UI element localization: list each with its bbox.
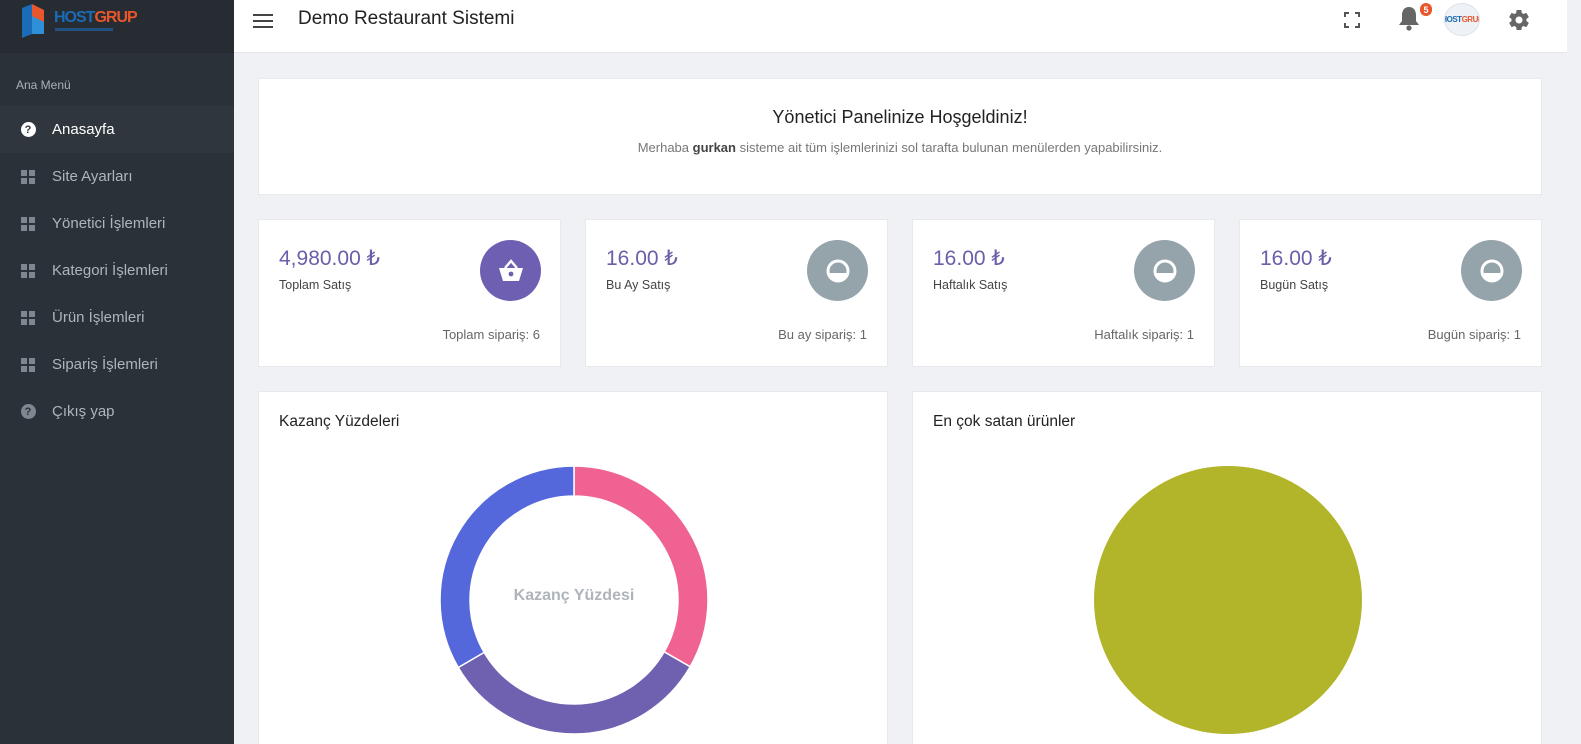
bell-icon[interactable] [1398, 5, 1420, 31]
question-circle-icon: ? [20, 122, 36, 138]
stat-label: Haftalık Satış [933, 278, 1008, 292]
stat-label: Bugün Satış [1260, 278, 1329, 292]
stat-amount: 16.00 ₺ [1260, 247, 1332, 270]
sidebar-item-label: Site Ayarları [52, 168, 133, 185]
top-products-slice-1[interactable] [1094, 465, 1362, 735]
stat-footer: Bu ay sipariş: 1 [778, 327, 867, 342]
stat-label: Toplam Satış [279, 278, 352, 292]
sidebar-item-kategori-islemleri[interactable]: Kategori İşlemleri [0, 247, 234, 294]
stat-amount: 4,980.00 ₺ [279, 247, 380, 270]
dashboard-grid-icon [20, 263, 36, 279]
sidebar-item-siparis-islemleri[interactable]: Sipariş İşlemleri [0, 341, 234, 388]
top-header: Demo Restaurant Sistemi 5 HOSTGRUP [234, 0, 1567, 53]
timer-icon [807, 240, 868, 301]
user-avatar[interactable]: HOSTGRUP [1444, 3, 1480, 36]
sidebar-item-yonetici-islemleri[interactable]: Yönetici İşlemleri [0, 200, 234, 247]
earnings-chart-card: Kazanç Yüzdeleri Kazanç Yüzdesi [258, 391, 888, 744]
welcome-heading: Yönetici Panelinize Hoşgeldiniz! [772, 107, 1028, 127]
top-products-pie-chart [1094, 465, 1362, 735]
sidebar-item-cikis-yap[interactable]: ? Çıkış yap [0, 388, 234, 435]
sidebar-item-urun-islemleri[interactable]: Ürün İşlemleri [0, 294, 234, 341]
sidebar-menu: ? Anasayfa Site Ayarları Yönetici İşleml… [0, 106, 234, 435]
stat-footer: Toplam sipariş: 6 [442, 327, 540, 342]
stat-label: Bu Ay Satış [606, 278, 671, 292]
dashboard-grid-icon [20, 310, 36, 326]
chart-title: Kazanç Yüzdeleri [279, 413, 400, 430]
stat-card-today: 16.00 ₺ Bugün Satış Bugün sipariş: 1 [1239, 219, 1542, 367]
logo[interactable]: HOSTGRUP [0, 0, 234, 53]
logo-text: HOSTGRUP [54, 9, 138, 26]
earnings-slice-1[interactable] [573, 465, 709, 668]
chart-title: En çok satan ürünler [933, 413, 1076, 430]
sidebar-item-label: Ürün İşlemleri [52, 309, 145, 326]
sidebar-item-label: Kategori İşlemleri [52, 262, 168, 279]
chart-center-label: Kazanç Yüzdesi [514, 587, 635, 604]
timer-icon [1461, 240, 1522, 301]
stat-amount: 16.00 ₺ [606, 247, 678, 270]
earnings-slice-3[interactable] [439, 465, 575, 669]
welcome-text: Merhaba gurkan sisteme ait tüm işlemleri… [637, 140, 1163, 155]
basket-icon [480, 240, 541, 301]
avatar-logo-text: HOSTGRUP [1445, 15, 1479, 24]
sidebar-item-label: Anasayfa [52, 121, 115, 138]
stat-card-week: 16.00 ₺ Haftalık Satış Haftalık sipariş:… [912, 219, 1215, 367]
stat-card-month: 16.00 ₺ Bu Ay Satış Bu ay sipariş: 1 [585, 219, 888, 367]
sidebar-item-label: Yönetici İşlemleri [52, 215, 166, 232]
sidebar: HOSTGRUP Ana Menü ? Anasayfa Site Ayarla… [0, 0, 234, 744]
dashboard-grid-icon [20, 216, 36, 232]
hamburger-menu-icon[interactable] [253, 13, 273, 29]
timer-icon [1134, 240, 1195, 301]
earnings-slice-2[interactable] [457, 650, 692, 735]
stat-footer: Haftalık sipariş: 1 [1094, 327, 1194, 342]
brand-logo-icon [22, 4, 44, 38]
dashboard-grid-icon [20, 169, 36, 185]
sidebar-item-site-ayarlari[interactable]: Site Ayarları [0, 153, 234, 200]
fullscreen-icon[interactable] [1344, 12, 1360, 28]
scrollbar-track[interactable] [1567, 0, 1581, 744]
question-circle-icon: ? [20, 404, 36, 420]
gear-icon[interactable] [1507, 8, 1531, 32]
sidebar-item-label: Sipariş İşlemleri [52, 356, 158, 373]
notification-badge: 5 [1420, 3, 1432, 16]
top-products-chart-card: En çok satan ürünler [912, 391, 1542, 744]
stat-card-total: 4,980.00 ₺ Toplam Satış Toplam sipariş: … [258, 219, 561, 367]
dashboard-grid-icon [20, 357, 36, 373]
welcome-username: gurkan [692, 140, 736, 155]
stat-amount: 16.00 ₺ [933, 247, 1005, 270]
stat-footer: Bugün sipariş: 1 [1427, 327, 1521, 342]
app-title: Demo Restaurant Sistemi [298, 8, 515, 29]
welcome-card: Yönetici Panelinize Hoşgeldiniz! Merhaba… [258, 78, 1542, 195]
logo-tagline [55, 28, 113, 31]
sidebar-item-label: Çıkış yap [52, 403, 115, 420]
menu-section-title: Ana Menü [16, 78, 71, 92]
sidebar-item-anasayfa[interactable]: ? Anasayfa [0, 106, 234, 153]
earnings-doughnut-chart: Kazanç Yüzdesi [439, 465, 709, 735]
